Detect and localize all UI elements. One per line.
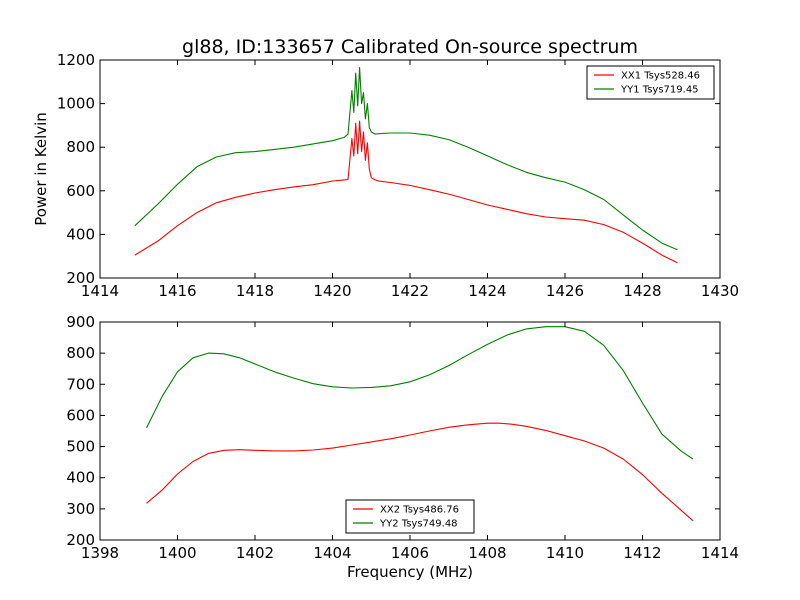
top-panel: 1414 1416 1418 1420 1422 1424 1426 1428 1430 200 4…: [32, 51, 739, 300]
y-tick-label: 700: [66, 375, 95, 393]
y-tick-label: 600: [66, 406, 95, 424]
series-line-0-0: [134, 120, 678, 264]
legend: XX2 Tsys486.76 YY2 Tsys749.48: [345, 499, 475, 534]
x-tick-label: 1408: [468, 544, 506, 562]
legend-box: [586, 65, 715, 100]
series-line-1-1: [146, 326, 694, 460]
series-line-1-0: [146, 422, 694, 522]
y-tick-label: 900: [66, 313, 95, 331]
legend-label: YY2 Tsys749.48: [379, 519, 458, 530]
y-tick-label: 400: [66, 225, 95, 243]
x-tick-label: 1410: [546, 544, 584, 562]
x-tick-label: 1428: [623, 282, 661, 300]
y-tick-label: 300: [66, 500, 95, 518]
y-axis-label: Power in Kelvin: [32, 112, 50, 226]
y-tick-label: 1000: [57, 95, 95, 113]
x-tick-label: 1412: [623, 544, 661, 562]
x-axis-label: Frequency (MHz): [347, 563, 473, 581]
x-tick-label: 1402: [236, 544, 274, 562]
x-tick-label: 1430: [701, 282, 739, 300]
y-tick-label: 400: [66, 469, 95, 487]
y-tick-label: 1200: [57, 51, 95, 69]
y-tick-label: 800: [66, 344, 95, 362]
x-tick-label: 1404: [313, 544, 351, 562]
x-tick-label: 1422: [391, 282, 429, 300]
legend-label: XX1 Tsys528.46: [621, 71, 700, 82]
x-tick-label: 1398: [81, 544, 119, 562]
y-tick-label: 200: [66, 531, 95, 549]
legend: XX1 Tsys528.46 YY1 Tsys719.45: [586, 65, 715, 100]
y-tick-label: 200: [66, 269, 95, 287]
x-tick-label: 1424: [468, 282, 506, 300]
x-tick-label: 1418: [236, 282, 274, 300]
legend-label: XX2 Tsys486.76: [380, 505, 459, 516]
x-tick-label: 1426: [546, 282, 584, 300]
legend-label: YY1 Tsys719.45: [620, 85, 699, 96]
series-line-0-1: [134, 67, 678, 251]
legend-box: [345, 499, 475, 534]
y-tick-label: 500: [66, 438, 95, 456]
x-tick-label: 1416: [158, 282, 196, 300]
bottom-panel: 1398 1400 1402 1404 1406 1408 1410 1412 1414 200 3…: [66, 313, 739, 581]
x-tick-label: 1414: [701, 544, 739, 562]
y-tick-label: 600: [66, 182, 95, 200]
y-tick-label: 800: [66, 138, 95, 156]
figure-title: gl88, ID:133657 Calibrated On-source spe…: [182, 36, 638, 58]
x-tick-label: 1406: [391, 544, 429, 562]
x-tick-label: 1414: [81, 282, 119, 300]
x-tick-label: 1420: [313, 282, 351, 300]
x-tick-label: 1400: [158, 544, 196, 562]
